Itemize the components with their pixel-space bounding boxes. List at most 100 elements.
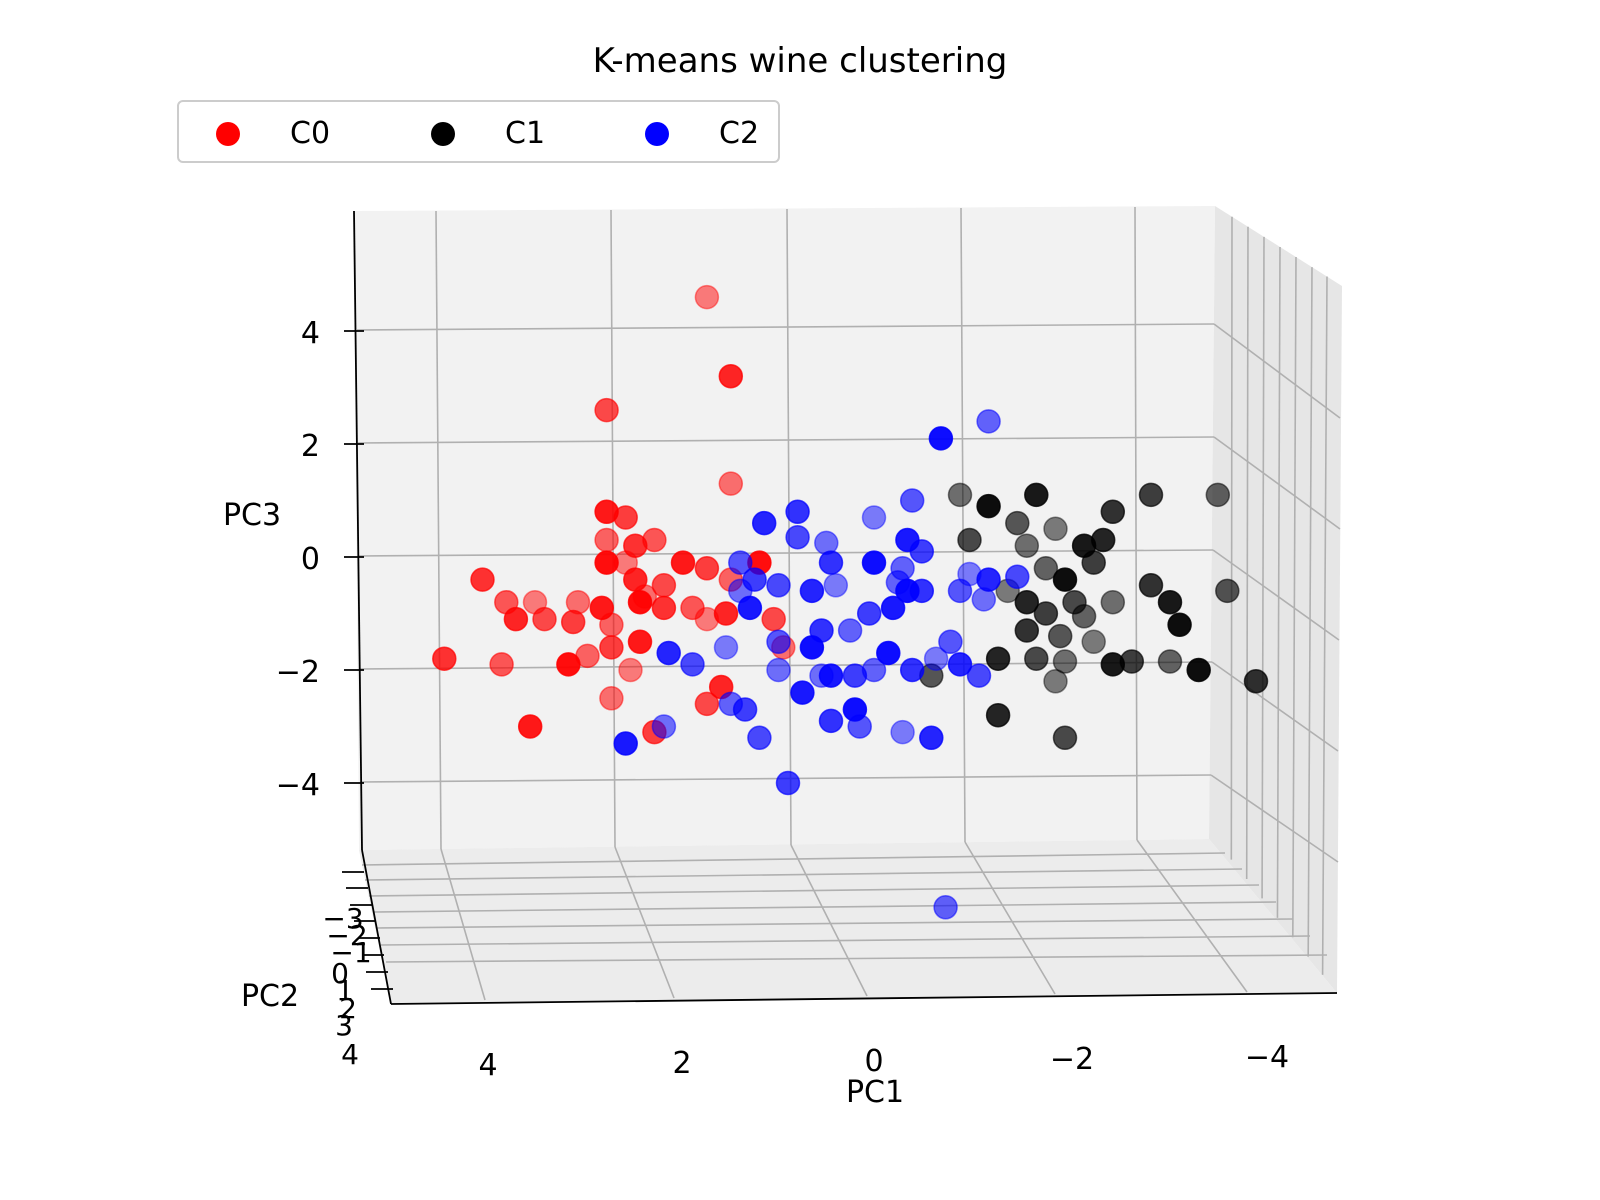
data-point-c0 — [713, 601, 739, 626]
data-point-c2 — [799, 578, 825, 604]
data-point-c0 — [560, 609, 586, 635]
x-tick-label: −2 — [1050, 1042, 1094, 1077]
grid-line — [356, 323, 1215, 331]
data-point-c2 — [809, 618, 834, 643]
data-point-c1 — [1081, 629, 1106, 655]
y-tick-label: 0 — [331, 957, 349, 990]
data-point-c0 — [532, 606, 557, 632]
grid-line — [1292, 257, 1297, 938]
data-point-c2 — [919, 725, 944, 751]
data-point-c0 — [670, 550, 696, 575]
z-tick-label: −2 — [276, 655, 320, 690]
data-point-c2 — [613, 731, 638, 756]
data-point-c2 — [809, 663, 834, 688]
y-tick-label: −2 — [326, 919, 367, 952]
data-point-c2 — [766, 657, 791, 683]
data-point-c2 — [861, 657, 887, 683]
legend-marker-c0 — [216, 122, 240, 146]
data-point-c1 — [1071, 604, 1097, 629]
data-point-c2 — [747, 725, 772, 751]
data-point-c2 — [1005, 564, 1030, 590]
data-point-c1 — [1047, 623, 1073, 649]
data-point-c2 — [880, 595, 906, 621]
grid-line — [440, 848, 486, 1001]
data-point-c2 — [890, 719, 915, 745]
data-point-c1 — [1138, 573, 1164, 598]
data-point-c1 — [976, 493, 1001, 519]
data-point-c2 — [680, 652, 705, 677]
legend-frame — [177, 100, 780, 163]
grid-line — [790, 844, 868, 997]
grid-line — [786, 208, 792, 846]
grid-line — [1211, 661, 1339, 752]
data-point-c0 — [470, 567, 495, 592]
data-point-c1 — [1014, 618, 1040, 643]
z-tick-label: 2 — [301, 429, 320, 464]
data-point-c2 — [818, 550, 844, 575]
data-point-c1 — [1243, 669, 1269, 694]
data-point-c2 — [718, 691, 744, 717]
grid-line — [964, 841, 1056, 995]
data-point-c2 — [976, 409, 1001, 434]
data-point-c2 — [656, 640, 681, 666]
grid-line — [1213, 436, 1341, 530]
data-point-c2 — [933, 895, 958, 920]
data-point-c0 — [599, 635, 624, 660]
data-point-c1 — [1100, 499, 1126, 525]
data-point-c2 — [899, 657, 925, 683]
data-point-c2 — [775, 770, 801, 796]
y-axis-line — [361, 849, 392, 1005]
data-point-c1 — [985, 702, 1011, 728]
grid-line — [372, 901, 1277, 913]
data-point-c1 — [1205, 482, 1231, 508]
data-point-c1 — [1157, 649, 1183, 674]
y-tick-label: 2 — [339, 992, 357, 1025]
data-point-c2 — [742, 567, 767, 592]
data-point-c1 — [985, 646, 1011, 671]
data-point-c2 — [876, 640, 901, 666]
y-tick-label: 4 — [341, 1038, 359, 1071]
data-point-c2 — [938, 629, 963, 655]
data-point-c2 — [790, 680, 815, 705]
legend-marker-c2 — [645, 122, 669, 146]
data-point-c0 — [761, 606, 786, 632]
data-point-c0 — [432, 646, 457, 671]
data-point-c1 — [1052, 567, 1078, 592]
data-point-c2 — [651, 714, 677, 739]
y-tick-label: 1 — [336, 974, 354, 1007]
data-point-c2 — [728, 550, 753, 575]
data-point-c1 — [1186, 657, 1211, 683]
x-axis-label: PC1 — [846, 1075, 904, 1110]
data-point-c1 — [1157, 589, 1183, 615]
x-tick-label: 4 — [478, 1048, 497, 1083]
axis-lines — [353, 210, 1338, 1005]
legend-label-c0: C0 — [290, 116, 330, 151]
grid-line — [364, 868, 1243, 881]
grid-line — [1245, 226, 1249, 880]
data-point-c0 — [594, 527, 619, 553]
data-point-c1 — [1033, 556, 1059, 581]
data-point-c1 — [1014, 589, 1040, 615]
data-point-c2 — [923, 646, 949, 671]
data-point-c1 — [1138, 482, 1164, 508]
data-point-c2 — [909, 539, 935, 564]
legend-marker-c1 — [431, 122, 455, 146]
data-point-c0 — [694, 556, 720, 581]
data-point-c0 — [556, 652, 581, 677]
z-axis-line — [353, 210, 363, 851]
data-point-c2 — [818, 708, 844, 734]
data-point-c0 — [718, 363, 744, 389]
data-point-c0 — [599, 686, 624, 711]
floor-pane — [359, 839, 1337, 1004]
legend-label-c2: C2 — [719, 116, 759, 151]
data-point-c1 — [1215, 578, 1240, 604]
data-point-c1 — [1043, 516, 1068, 542]
y-axis-label: PC2 — [241, 979, 299, 1014]
data-point-c0 — [517, 714, 543, 739]
grid-line — [614, 846, 675, 999]
z-tick-label: 0 — [301, 542, 320, 577]
data-point-c0 — [651, 595, 677, 621]
data-point-c2 — [971, 587, 997, 612]
z-axis-label: PC3 — [223, 498, 281, 533]
